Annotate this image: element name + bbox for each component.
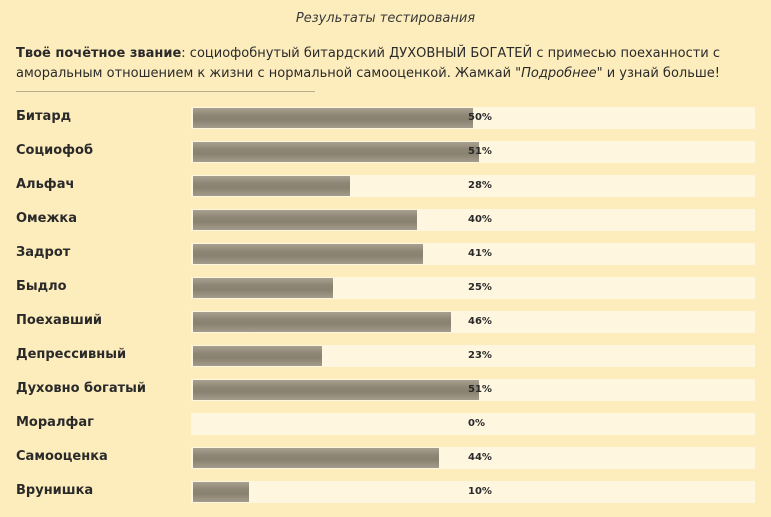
result-row: Депрессивный 23%	[0, 345, 771, 379]
result-bar-track: 46%	[191, 311, 755, 333]
result-row: Битард 50%	[0, 107, 771, 141]
result-label: Поехавший	[16, 313, 103, 328]
result-row: Моралфаг 0%	[0, 413, 771, 447]
result-row: Быдло 25%	[0, 277, 771, 311]
result-percent: 51%	[468, 146, 492, 157]
result-label: Задрот	[16, 245, 71, 260]
result-bar-track: 25%	[191, 277, 755, 299]
results-title: Результаты тестирования	[295, 11, 476, 26]
result-bar-fill	[193, 380, 479, 400]
result-bar-fill	[193, 312, 451, 332]
result-bar-track: 23%	[191, 345, 755, 367]
result-label: Самооценка	[16, 449, 108, 464]
result-bar-track: 10%	[191, 481, 755, 503]
result-percent: 10%	[468, 486, 492, 497]
result-label: Депрессивный	[16, 347, 127, 362]
result-label: Альфач	[16, 177, 75, 192]
verdict-tail: " и узнай больше!	[596, 66, 720, 81]
result-bar-track: 0%	[191, 413, 755, 435]
result-bar-fill	[193, 142, 479, 162]
result-row: Врунишка 10%	[0, 481, 771, 515]
result-percent: 23%	[468, 350, 492, 361]
result-bar-track: 50%	[191, 107, 755, 129]
result-row: Альфач 28%	[0, 175, 771, 209]
divider	[16, 91, 315, 92]
verdict-body: : социофобнутый битардский ДУХОВНЫЙ БОГА…	[16, 46, 721, 81]
result-percent: 0%	[468, 418, 485, 429]
result-row: Социофоб 51%	[0, 141, 771, 175]
result-bar-fill	[193, 346, 322, 366]
result-label: Врунишка	[16, 483, 94, 498]
result-bar-track: 41%	[191, 243, 755, 265]
result-label: Духовно богатый	[16, 381, 147, 396]
result-bar-track: 51%	[191, 379, 755, 401]
result-bar-fill	[193, 482, 249, 502]
result-percent: 51%	[468, 384, 492, 395]
result-bar-fill	[193, 448, 439, 468]
result-percent: 28%	[468, 180, 492, 191]
result-percent: 25%	[468, 282, 492, 293]
result-percent: 40%	[468, 214, 492, 225]
result-row: Самооценка 44%	[0, 447, 771, 481]
result-bar-fill	[193, 108, 473, 128]
result-label: Омежка	[16, 211, 78, 226]
result-row: Омежка 40%	[0, 209, 771, 243]
result-row: Задрот 41%	[0, 243, 771, 277]
result-bar-fill	[193, 278, 333, 298]
result-bar-track: 44%	[191, 447, 755, 469]
result-bar-track: 40%	[191, 209, 755, 231]
results-list: Битард 50% Социофоб 51% Альфач 28% Омежка 40% За…	[0, 107, 771, 515]
result-percent: 46%	[468, 316, 492, 327]
result-row: Поехавший 46%	[0, 311, 771, 345]
result-percent: 44%	[468, 452, 492, 463]
result-percent: 41%	[468, 248, 492, 259]
result-bar-fill	[193, 244, 423, 264]
result-row: Духовно богатый 51%	[0, 379, 771, 413]
result-label: Моралфаг	[16, 415, 94, 430]
result-label: Быдло	[16, 279, 67, 294]
result-bar-fill	[193, 210, 417, 230]
verdict-text: Твоё почётное звание: социофобнутый бита…	[16, 44, 766, 84]
result-bar-track: 51%	[191, 141, 755, 163]
verdict-label: Твоё почётное звание	[16, 46, 182, 61]
result-label: Социофоб	[16, 143, 94, 158]
result-bar-fill	[193, 176, 350, 196]
result-bar-track: 28%	[191, 175, 755, 197]
result-percent: 50%	[468, 112, 492, 123]
more-link-word: Подробнее	[521, 66, 597, 81]
result-label: Битард	[16, 109, 72, 124]
